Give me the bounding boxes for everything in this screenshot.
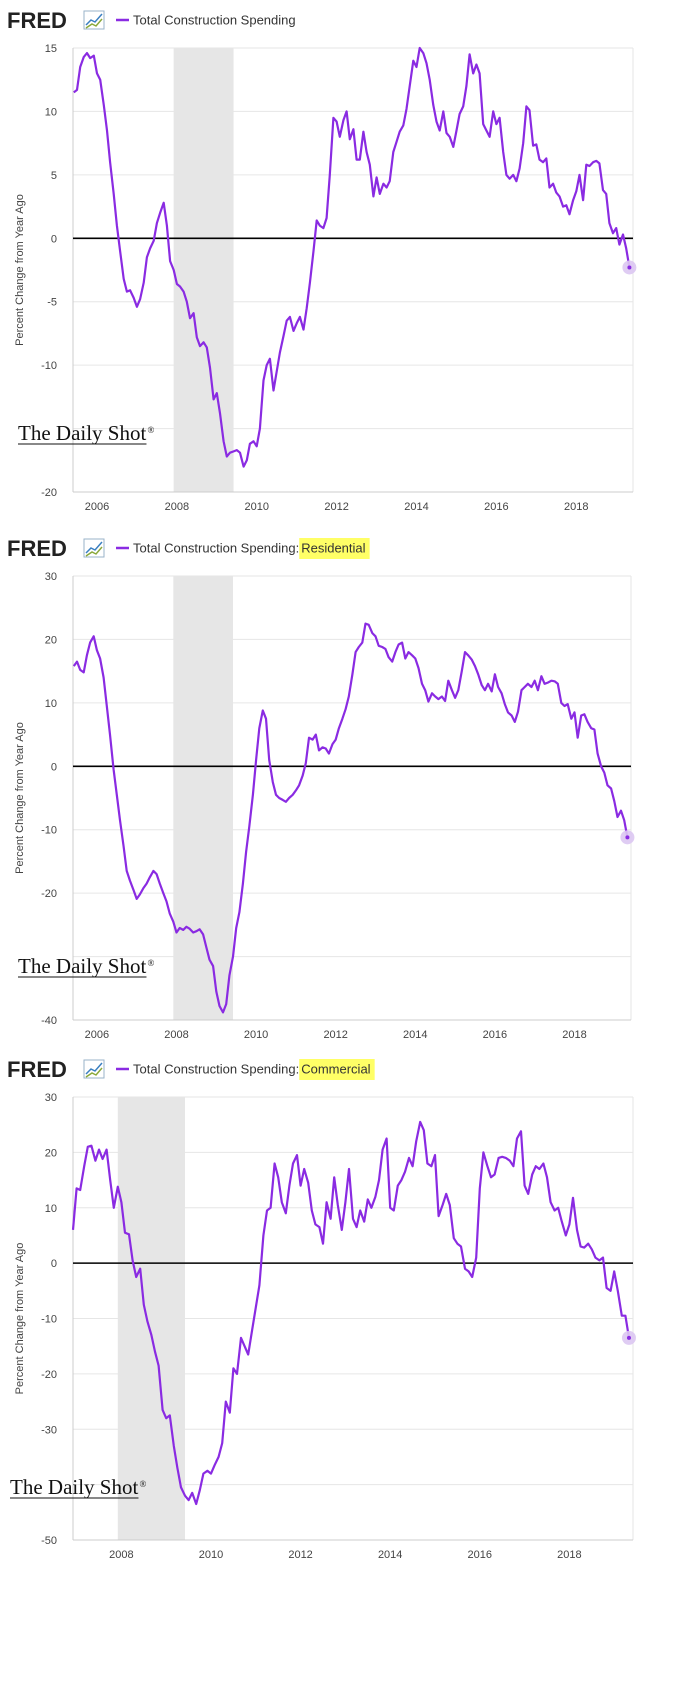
y-tick-label: 0 [51, 761, 57, 773]
fred-icon-frame [83, 538, 105, 558]
fred-logo: FRED [7, 536, 67, 561]
fred-icon-line-blue [85, 541, 103, 554]
legend-label: Total Construction Spending: [133, 1062, 299, 1077]
y-tick-label: -10 [41, 1314, 57, 1326]
daily-shot-watermark: The Daily Shot [18, 421, 146, 445]
y-tick-label: -5 [47, 297, 57, 309]
x-tick-label: 2016 [468, 1549, 492, 1561]
y-tick-label: 30 [45, 1092, 57, 1104]
x-tick-label: 2010 [244, 501, 268, 513]
fred-icon-line-green [85, 1067, 103, 1078]
y-tick-label: -20 [41, 487, 57, 499]
chart-svg-commercial: FRED Total Construction Spending: Commerc… [7, 1057, 636, 1561]
x-tick-label: 2014 [404, 501, 428, 513]
y-tick-label: 0 [51, 233, 57, 245]
x-tick-label: 2010 [244, 1029, 268, 1041]
x-tick-label: 2008 [165, 501, 189, 513]
legend-label: Total Construction Spending: [133, 541, 299, 556]
daily-shot-watermark: The Daily Shot [10, 1475, 138, 1499]
x-tick-label: 2006 [85, 501, 109, 513]
y-axis-label: Percent Change from Year Ago [14, 194, 26, 346]
y-tick-label: -10 [41, 825, 57, 837]
fred-chart-icon [83, 10, 105, 30]
series-line-residential [72, 622, 629, 1014]
x-tick-label: 2012 [323, 1029, 347, 1041]
y-tick-label: 20 [45, 1147, 57, 1159]
fred-icon-line-green [85, 18, 103, 29]
fred-chart-icon [83, 1059, 105, 1079]
series-line-commercial [71, 1120, 631, 1506]
y-tick-label: 10 [45, 1203, 57, 1215]
watermark-registered: ® [147, 958, 154, 968]
fred-icon-frame [83, 10, 105, 30]
y-axis-label: Percent Change from Year Ago [14, 1243, 26, 1395]
chart-panel-commercial: FRED Total Construction Spending: Commerc… [0, 1047, 699, 1681]
chart-svg-residential: FRED Total Construction Spending: Residen… [7, 536, 635, 1041]
x-tick-label: 2016 [483, 1029, 507, 1041]
y-tick-label: 30 [45, 571, 57, 583]
y-tick-label: -20 [41, 1369, 57, 1381]
watermark-registered: ® [147, 425, 154, 435]
x-tick-label: 2018 [557, 1549, 581, 1561]
x-tick-label: 2010 [199, 1549, 223, 1561]
y-tick-label: -50 [41, 1535, 57, 1547]
recession-band [173, 48, 234, 492]
y-tick-label: 10 [45, 698, 57, 710]
x-tick-label: 2008 [109, 1549, 133, 1561]
x-tick-label: 2014 [403, 1029, 427, 1041]
y-tick-label: 20 [45, 634, 57, 646]
watermark-registered: ® [139, 1479, 146, 1489]
y-tick-label: 10 [45, 106, 57, 118]
legend-highlight [299, 1059, 375, 1080]
last-point-marker [627, 265, 632, 270]
x-tick-label: 2018 [562, 1029, 586, 1041]
y-tick-label: 0 [51, 1258, 57, 1270]
recession-band [173, 576, 233, 1020]
legend-highlight-label: Commercial [301, 1062, 370, 1077]
last-point-marker [625, 835, 630, 840]
daily-shot-watermark: The Daily Shot [18, 954, 146, 978]
fred-icon-line-blue [85, 1062, 103, 1075]
chart-panel-residential: FRED Total Construction Spending: Residen… [0, 527, 699, 1047]
series-line-total [73, 46, 631, 468]
y-tick-label: -10 [41, 360, 57, 372]
fred-logo: FRED [7, 1057, 67, 1082]
chart-panel-total: FRED Total Construction Spending 15 10 5 0 -5 -… [0, 0, 699, 527]
fred-icon-line-green [85, 546, 103, 557]
x-tick-label: 2014 [378, 1549, 402, 1561]
fred-icon-line-blue [85, 13, 103, 26]
y-tick-label: -40 [41, 1015, 57, 1027]
x-tick-label: 2008 [164, 1029, 188, 1041]
y-axis-label: Percent Change from Year Ago [14, 722, 26, 874]
x-tick-label: 2018 [564, 501, 588, 513]
x-tick-label: 2012 [288, 1549, 312, 1561]
fred-icon-frame [83, 1059, 105, 1079]
legend-highlight [299, 538, 370, 559]
chart-svg-total: FRED Total Construction Spending 15 10 5 0 -5 -… [7, 8, 637, 513]
x-tick-label: 2016 [484, 501, 508, 513]
fred-chart-icon [83, 538, 105, 558]
fred-logo: FRED [7, 8, 67, 33]
y-tick-label: 15 [45, 43, 57, 55]
y-tick-label: -30 [41, 1424, 57, 1436]
x-tick-label: 2012 [324, 501, 348, 513]
y-tick-label: 5 [51, 170, 57, 182]
x-tick-label: 2006 [85, 1029, 109, 1041]
legend-highlight-label: Residential [301, 541, 365, 556]
y-tick-label: -20 [41, 888, 57, 900]
last-point-marker [626, 1335, 631, 1340]
legend-label: Total Construction Spending [133, 13, 296, 28]
